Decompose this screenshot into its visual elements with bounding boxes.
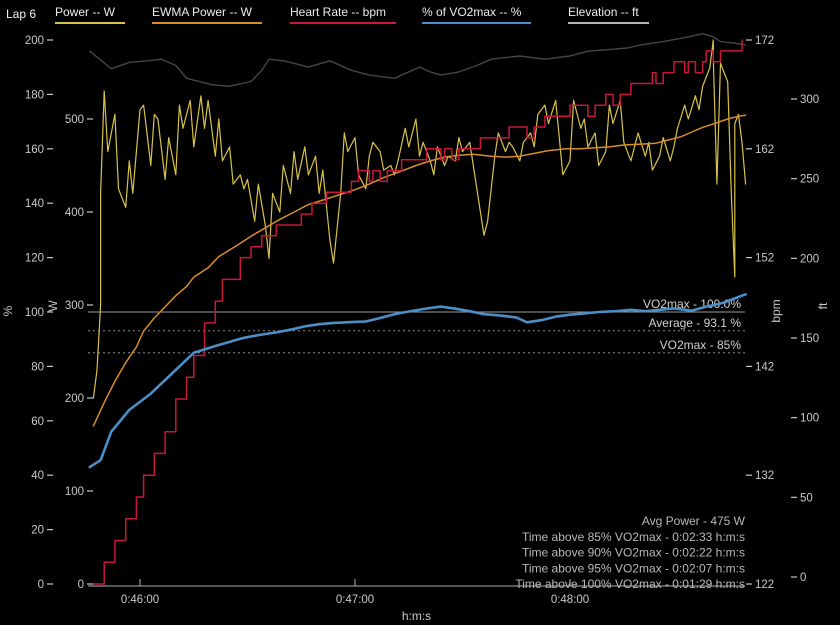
pct-tick-label: 200 [25,35,44,47]
ft-tick-label: 300 [800,94,819,106]
chart-legend: Lap 6 Power -- W EWMA Power -- W Heart Rat… [0,4,840,28]
ft-tick-label: 100 [800,413,819,425]
stat-line-3: Time above 95% VO2max - 0:02:07 h:m:s [522,561,745,575]
pct-axis-title: % [1,305,15,316]
stat-line-0: Avg Power - 475 W [642,514,746,528]
series-elevation-line [89,33,747,88]
legend-item-power[interactable]: Power -- W [55,5,125,24]
series-ewma-power-line [92,114,747,427]
x-axis-title: h:m:s [402,609,431,623]
lap-label: Lap 6 [6,7,37,21]
bpm-axis-title: bpm [769,299,783,322]
bpm-tick-label: 122 [755,579,774,591]
ft-tick-label: 50 [800,492,813,504]
bpm-tick-label: 162 [755,144,774,156]
watts-tick-label: 500 [65,114,84,126]
legend-item-heart-rate[interactable]: Heart Rate -- bpm [290,5,397,24]
pct-tick-label: 180 [25,89,44,101]
x-tick-label: 0:46:00 [121,594,159,606]
stat-line-4: Time above 100% VO2max - 0:01:29 h:m:s [515,577,745,591]
series-power-line [92,39,747,399]
ft-axis-title: ft [816,302,830,309]
reference-line-label-0: VO2max - 100.0% [643,297,741,311]
watts-tick-label: 200 [65,393,84,405]
x-tick-label: 0:47:00 [336,594,374,606]
pct-tick-label: 80 [31,361,44,373]
ft-tick-label: 250 [800,174,819,186]
bpm-tick-label: 132 [755,470,774,482]
bpm-tick-label: 142 [755,361,774,373]
pct-tick-label: 140 [25,198,44,210]
watts-tick-label: 0 [78,579,84,591]
pct-tick-label: 40 [31,470,44,482]
pct-tick-label: 60 [31,416,44,428]
stat-line-1: Time above 85% VO2max - 0:02:33 h:m:s [522,530,745,544]
bpm-tick-label: 152 [755,253,774,265]
stat-line-2: Time above 90% VO2max - 0:02:22 h:m:s [522,546,745,560]
legend-item-vo2max-pct[interactable]: % of VO2max -- % [422,5,532,24]
series-heart-rate-line [92,39,743,585]
pct-tick-label: 120 [25,253,44,265]
watts-axis-title: W [46,300,60,312]
pct-tick-label: 100 [25,307,44,319]
watts-tick-label: 400 [65,207,84,219]
x-tick-label: 0:48:00 [551,594,589,606]
legend-item-elevation[interactable]: Elevation -- ft [568,5,649,24]
series--of-vo2max-line [88,292,747,469]
reference-line-label-1: Average - 93.1 % [648,316,741,330]
pct-tick-label: 0 [38,579,44,591]
watts-tick-label: 300 [65,300,84,312]
pct-tick-label: 160 [25,144,44,156]
ft-tick-label: 150 [800,333,819,345]
ft-tick-label: 200 [800,253,819,265]
bpm-tick-label: 172 [755,35,774,47]
legend-item-ewma-power[interactable]: EWMA Power -- W [152,5,263,24]
pct-tick-label: 20 [31,525,44,537]
ft-tick-label: 0 [800,572,806,584]
watts-tick-label: 100 [65,486,84,498]
reference-line-label-2: VO2max - 85% [660,338,742,352]
